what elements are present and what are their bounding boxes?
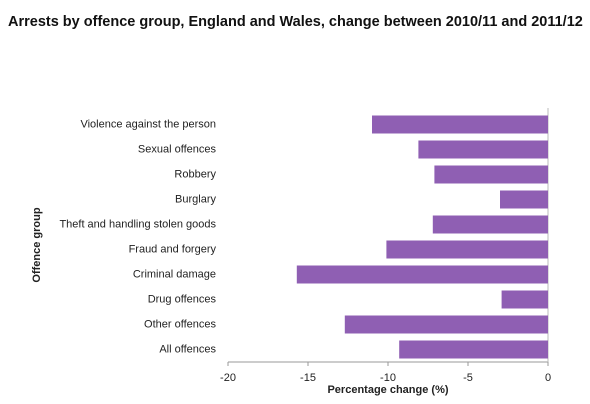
y-tick-label: Robbery (174, 168, 216, 180)
bar (372, 115, 548, 134)
bar (432, 215, 548, 234)
y-tick-label: Sexual offences (138, 143, 217, 155)
y-tick-label: Drug offences (148, 293, 217, 305)
bar (501, 290, 548, 309)
bar (296, 265, 548, 284)
bar (399, 340, 548, 359)
x-tick-label: -10 (380, 372, 396, 384)
x-tick-label: -20 (220, 372, 236, 384)
x-tick-label: -5 (463, 372, 473, 384)
chart-title: Arrests by offence group, England and Wa… (8, 14, 583, 30)
y-tick-label: Violence against the person (80, 118, 216, 130)
x-tick-label: 0 (545, 372, 551, 384)
y-tick-label: All offences (159, 343, 216, 355)
y-tick-label: Other offences (144, 318, 216, 330)
y-tick-label: Fraud and forgery (129, 243, 217, 255)
y-axis-title: Offence group (31, 207, 43, 282)
y-tick-label: Burglary (175, 193, 216, 205)
y-tick-label: Theft and handling stolen goods (59, 218, 216, 230)
bar (434, 165, 548, 184)
bar (344, 315, 548, 334)
y-tick-label: Criminal damage (133, 268, 216, 280)
bar (500, 190, 548, 209)
bar (418, 140, 548, 159)
x-axis-title: Percentage change (%) (327, 384, 448, 396)
x-tick-label: -15 (300, 372, 316, 384)
bar (386, 240, 548, 259)
